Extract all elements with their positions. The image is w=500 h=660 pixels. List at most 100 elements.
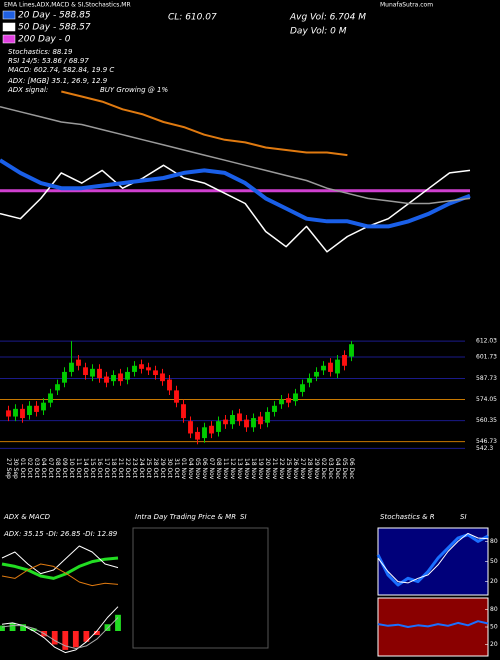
x-tick-label: 15 Oct — [89, 458, 96, 479]
x-tick-label: 14 Oct — [82, 458, 89, 479]
candle-body — [97, 368, 102, 379]
legend-entry: 50 Day - 588.57 — [18, 23, 91, 33]
candle-body — [328, 362, 333, 372]
x-tick-label: 01 Nov — [180, 458, 187, 480]
x-tick-label: 04 Dec — [334, 458, 341, 479]
x-tick-label: 31 Oct — [173, 458, 180, 479]
x-tick-label: 27 Sep — [5, 458, 12, 479]
panel-subtitle: SI — [460, 513, 467, 521]
x-tick-label: 24 Oct — [138, 458, 145, 479]
candle-body — [41, 402, 46, 411]
series-line — [1, 606, 119, 654]
x-tick-label: 07 Nov — [208, 458, 215, 480]
candle-body — [230, 415, 235, 425]
x-tick-label: 02 Dec — [320, 458, 327, 479]
candle-body — [202, 427, 207, 439]
candle-body — [160, 373, 165, 382]
candle-body — [209, 425, 214, 434]
y-tick-label: 50 — [490, 624, 498, 631]
x-tick-label: 05 Nov — [194, 458, 201, 480]
legend-entry: 200 Day - 0 — [18, 35, 71, 45]
x-tick-label: 16 Oct — [96, 458, 103, 479]
candle-body — [27, 405, 32, 415]
x-tick-label: 17 Oct — [103, 458, 110, 479]
x-tick-label: 30 Oct — [166, 458, 173, 479]
x-tick-label: 04 Oct — [40, 458, 47, 479]
header-right: MunafaSutra.com — [380, 2, 433, 9]
x-tick-label: 06 Dec — [348, 458, 355, 479]
candle-body — [188, 421, 193, 434]
panel-title: Intra Day Trading Price & MR — [135, 513, 236, 521]
candle-body — [153, 370, 158, 375]
candle-body — [69, 362, 74, 372]
x-tick-label: 28 Nov — [306, 458, 313, 480]
candle-body — [48, 393, 53, 403]
y-tick-label: 560.35 — [476, 417, 497, 424]
candle-body — [34, 405, 39, 412]
x-tick-label: 08 Nov — [215, 458, 222, 480]
macd-bar — [0, 625, 5, 631]
day-volume: Day Vol: 0 M — [290, 27, 347, 37]
x-tick-label: 21 Nov — [271, 458, 278, 480]
candle-body — [307, 378, 312, 383]
y-tick-label: 50 — [490, 558, 498, 565]
x-tick-label: 04 Nov — [187, 458, 194, 480]
macd-bar — [9, 622, 16, 631]
y-tick-label: 542.3 — [476, 445, 493, 452]
candle-body — [251, 418, 256, 428]
candle-body — [55, 384, 60, 391]
candle-body — [90, 368, 95, 377]
x-tick-label: 20 Nov — [264, 458, 271, 480]
candle-body — [286, 398, 291, 403]
candle-body — [300, 384, 305, 392]
x-tick-label: 26 Nov — [292, 458, 299, 480]
candle-body — [335, 359, 340, 374]
macd-bar — [62, 631, 69, 650]
x-tick-label: 09 Oct — [61, 458, 68, 479]
y-tick-label: 20 — [490, 578, 498, 585]
candle-body — [20, 408, 25, 419]
x-tick-label: 01 Oct — [19, 458, 26, 479]
annotation: ADX: [MGB] 35.1, 26.9, 12.9 — [7, 77, 108, 85]
x-tick-label: 25 Nov — [285, 458, 292, 480]
candle-body — [174, 390, 179, 403]
candle-body — [272, 405, 277, 412]
candle-body — [349, 344, 354, 357]
macd-bar — [20, 624, 26, 631]
panel-subtitle: SI — [240, 513, 247, 521]
candle-body — [125, 371, 130, 380]
candle-body — [342, 355, 347, 366]
y-tick-label: 601.73 — [476, 353, 497, 360]
x-tick-label: 07 Oct — [47, 458, 54, 479]
x-tick-label: 18 Oct — [110, 458, 117, 479]
candle-body — [216, 421, 221, 432]
panel-frame — [132, 527, 269, 649]
candle-body — [265, 411, 270, 423]
x-tick-label: 28 Oct — [152, 458, 159, 479]
series-line — [0, 105, 471, 205]
x-tick-label: 12 Nov — [229, 458, 236, 480]
x-tick-label: 18 Nov — [250, 458, 257, 480]
macd-bar — [72, 631, 79, 648]
legend-swatch — [2, 22, 16, 32]
x-tick-label: 11 Oct — [75, 458, 82, 479]
x-tick-label: 10 Oct — [68, 458, 75, 479]
close-label: CL: 610.07 — [168, 13, 217, 23]
candle-body — [62, 371, 67, 383]
y-tick-label: 20 — [490, 641, 498, 648]
candle-body — [111, 375, 116, 382]
candle-body — [76, 359, 81, 366]
annotation: RSI 14/5: 53.86 / 68.97 — [8, 57, 89, 65]
macd-bar — [94, 631, 100, 636]
candle-body — [293, 393, 298, 402]
series-line — [0, 158, 471, 229]
y-tick-label: 587.73 — [476, 375, 497, 382]
x-tick-label: 30 Sep — [12, 458, 19, 479]
candle-body — [167, 379, 172, 391]
x-tick-label: 29 Oct — [159, 458, 166, 479]
macd-bar — [104, 624, 111, 631]
panel-title: ADX & MACD — [3, 513, 51, 521]
legend-swatch — [2, 34, 16, 44]
candle-body — [244, 419, 249, 428]
